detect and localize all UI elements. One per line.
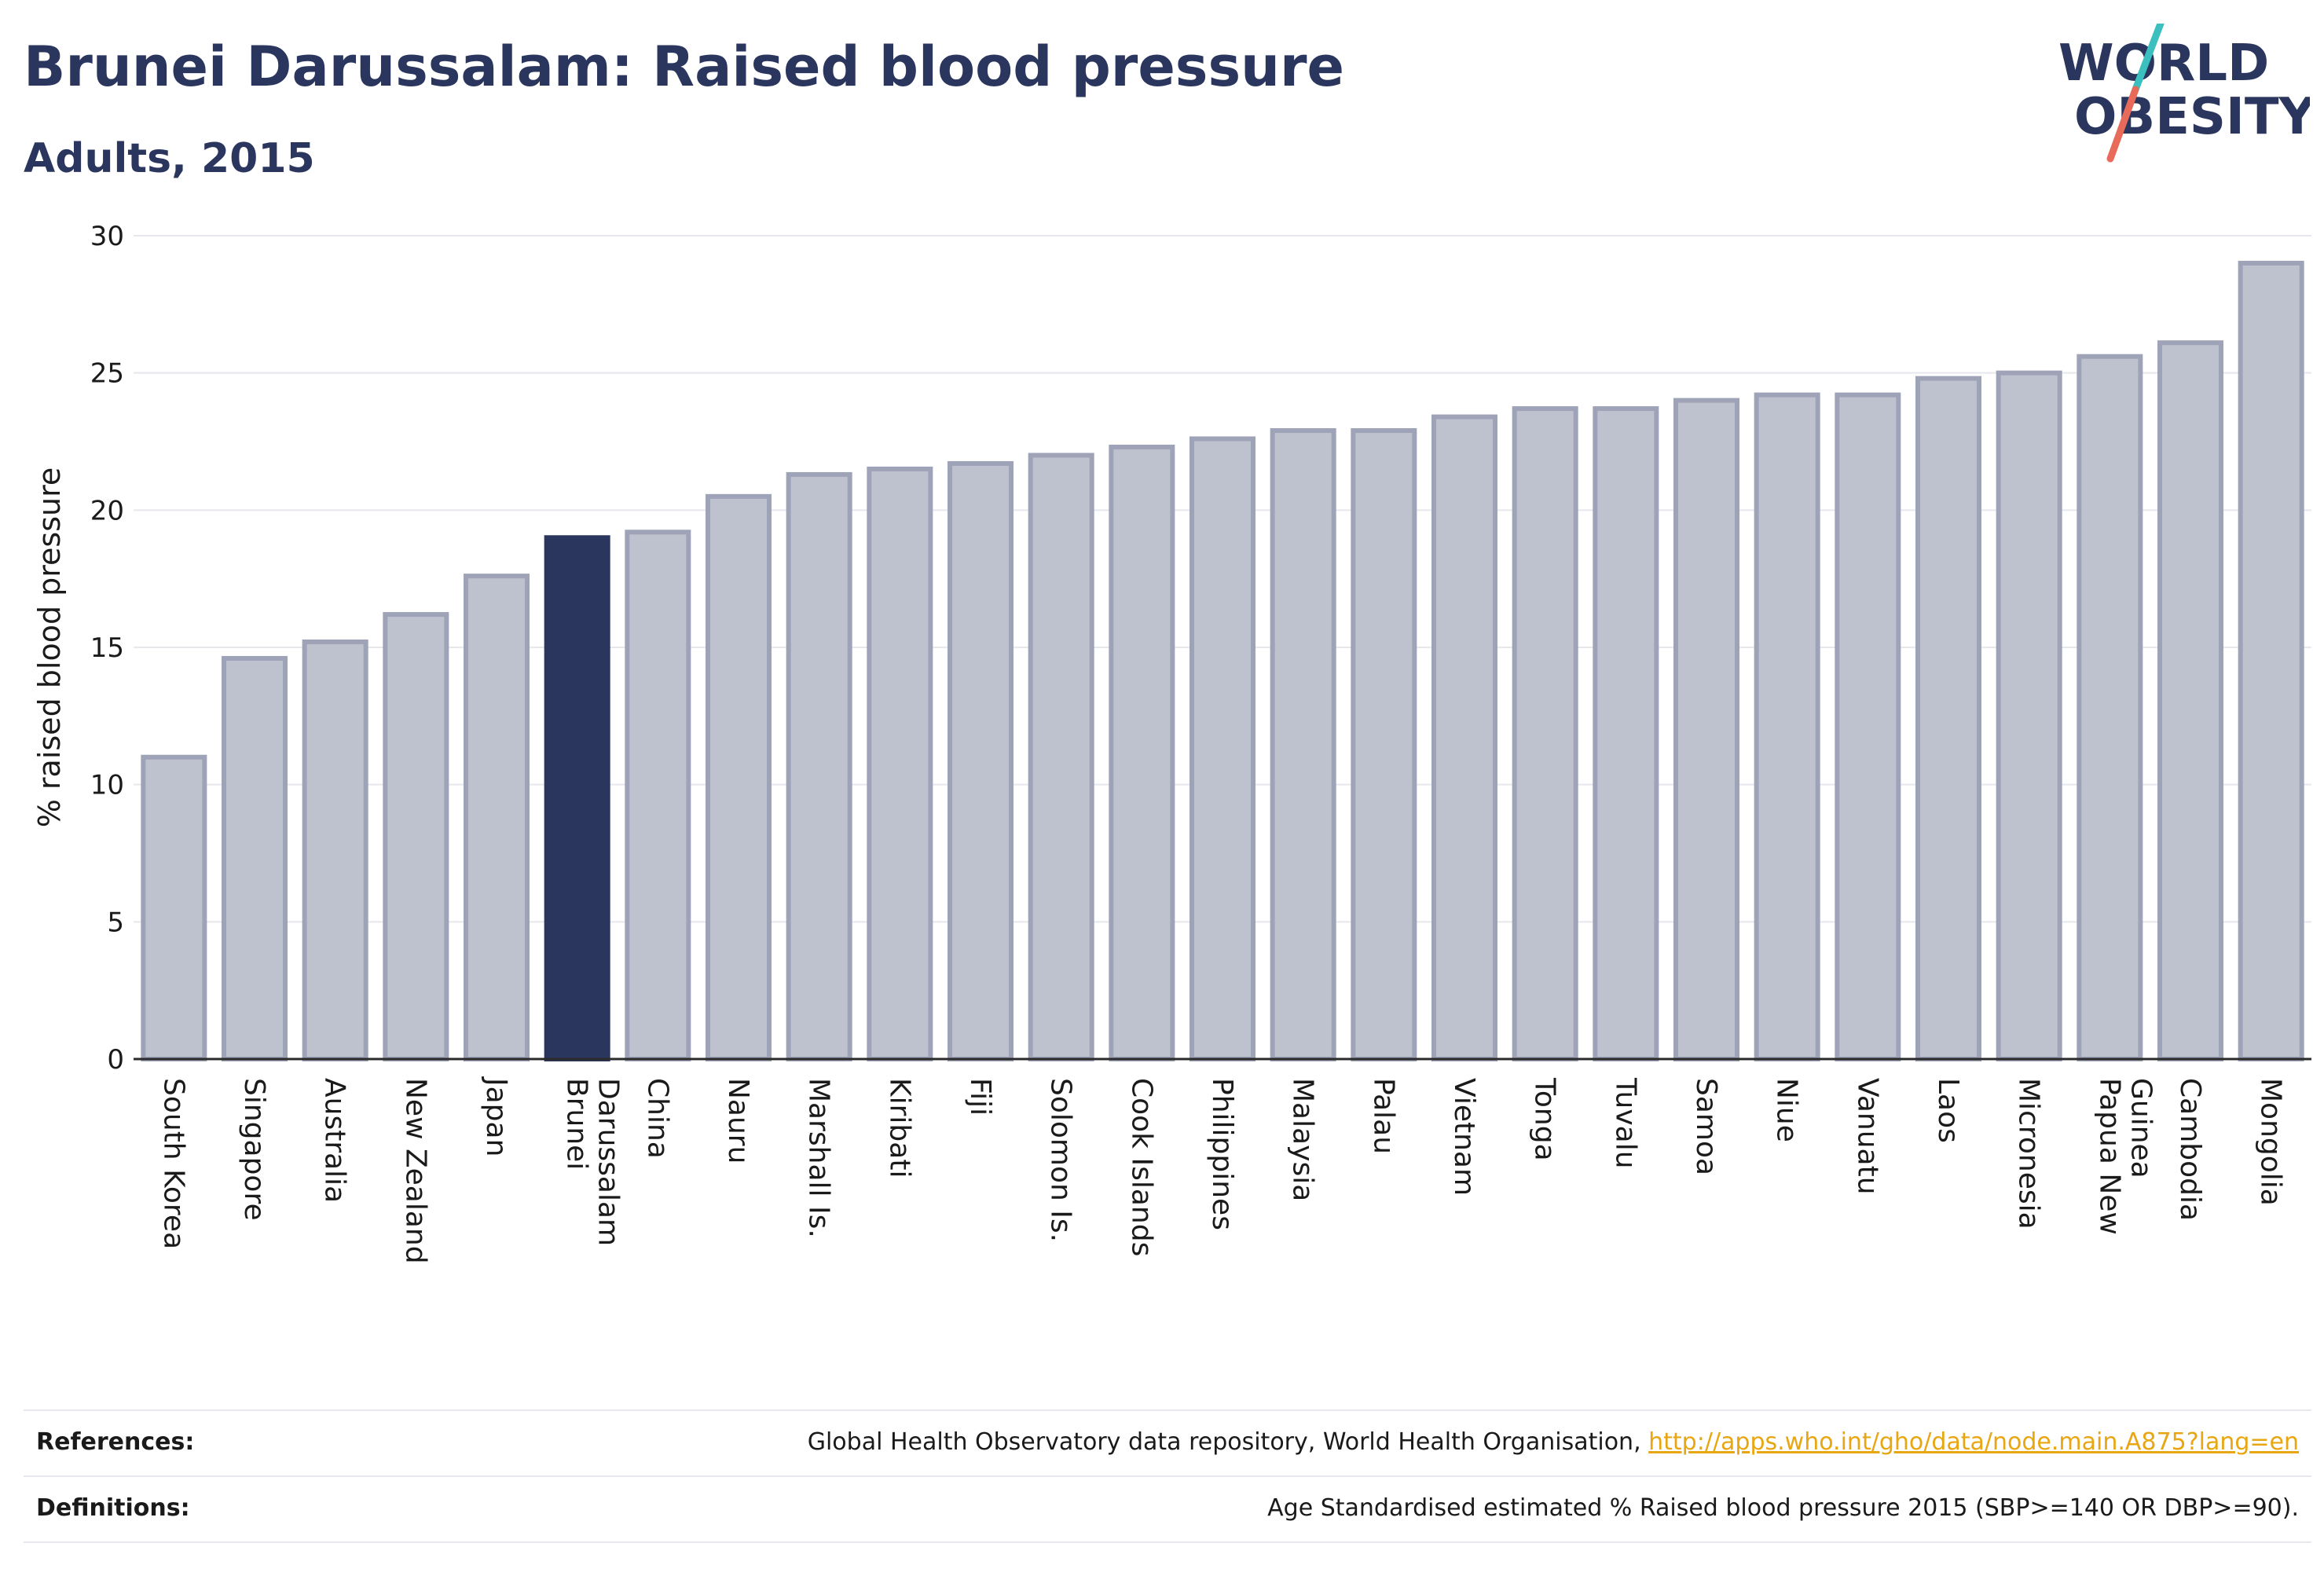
x-tick-label: Philippines (1206, 1078, 1238, 1230)
y-tick-label: 5 (107, 907, 124, 938)
bar-singapore (221, 655, 288, 1061)
x-tick-label: BruneiDarussalam (561, 1078, 625, 1246)
footer-divider-middle (24, 1475, 2311, 1477)
bar-brunei-darussalam (544, 535, 610, 1061)
x-tick-label: Vietnam (1448, 1078, 1480, 1196)
bar-japan (463, 574, 530, 1061)
y-tick-label: 15 (90, 632, 124, 664)
bar-cook-islands (1109, 444, 1175, 1061)
bar-kiribati (867, 466, 933, 1061)
y-tick-label: 30 (90, 221, 124, 252)
bar-mongolia (2238, 260, 2304, 1061)
bar-vietnam (1431, 414, 1498, 1061)
chart-subtitle: Adults, 2015 (24, 135, 315, 182)
references-text: Global Health Observatory data repositor… (808, 1428, 2299, 1456)
bar-new-zealand (383, 612, 449, 1061)
x-tick-label: South Korea (157, 1078, 189, 1249)
bar-australia (302, 640, 368, 1061)
logo-slash-top (2132, 24, 2165, 93)
logo-slash-bottom (2106, 86, 2139, 163)
bar-solomon-is (1028, 453, 1094, 1061)
bar-laos (1915, 376, 1982, 1061)
bar-samoa (1673, 398, 1740, 1062)
bar-papua-new-guinea (2077, 354, 2143, 1061)
y-axis-label: % raised blood pressure (32, 467, 67, 828)
x-tick-label: Fiji (964, 1078, 996, 1116)
x-tick-label: Palau (1367, 1078, 1399, 1154)
bar-palau (1351, 428, 1417, 1061)
definitions-label: Definitions: (36, 1494, 190, 1522)
chart-title: Brunei Darussalam: Raised blood pressure (24, 35, 1344, 99)
x-tick-label: Vanuatu (1851, 1078, 1883, 1195)
bar-niue (1754, 392, 1820, 1061)
references-label: References: (36, 1428, 195, 1456)
x-tick-label: Marshall Is. (803, 1078, 835, 1238)
references-row: References: Global Health Observatory da… (24, 1411, 2311, 1475)
references-source: Global Health Observatory data repositor… (807, 1428, 1649, 1456)
x-tick-label: Solomon Is. (1045, 1078, 1077, 1242)
bar-malaysia (1270, 428, 1336, 1061)
bar-fiji (947, 460, 1014, 1061)
x-tick-label: Tonga (1529, 1077, 1561, 1161)
world-obesity-logo: WORLD OBESITY (2058, 24, 2310, 163)
x-tick-label: Cook Islands (1125, 1078, 1157, 1256)
bar-micronesia (1996, 370, 2062, 1061)
footer-divider-bottom (24, 1541, 2311, 1543)
bar-chart: 0 5 10 15 20 25 30 % raised blood pressure South… (32, 221, 2311, 1264)
x-tick-label: Cambodia (2174, 1078, 2206, 1221)
x-tick-label: Nauru (722, 1078, 754, 1164)
x-tick-label: New Zealand (399, 1078, 431, 1264)
definitions-text: Age Standardised estimated % Raised bloo… (1267, 1494, 2299, 1522)
bar-china (625, 530, 691, 1061)
definitions-row: Definitions: Age Standardised estimated … (24, 1477, 2311, 1541)
x-tick-label: Australia (319, 1078, 351, 1203)
x-tick-label: Niue (1771, 1078, 1803, 1142)
x-tick-label: Tuvalu (1609, 1077, 1641, 1169)
bar-marshall-is (786, 471, 852, 1061)
x-tick-label: Malaysia (1287, 1078, 1319, 1201)
bar-vanuatu (1835, 392, 1901, 1061)
bar-south-korea (141, 754, 207, 1061)
logo-line2: OBESITY (2074, 88, 2310, 146)
x-tick-label: Mongolia (2255, 1078, 2287, 1206)
bar-tuvalu (1593, 406, 1659, 1061)
x-tick-label: Laos (1932, 1078, 1964, 1143)
x-tick-label: Papua NewGuinea (2093, 1078, 2157, 1235)
y-tick-label: 0 (107, 1044, 124, 1076)
footer-divider-top (24, 1409, 2311, 1411)
x-tick-label: Singapore (238, 1078, 270, 1221)
y-tick-label: 20 (90, 495, 124, 526)
x-tick-label: Samoa (1690, 1078, 1722, 1175)
logo-line1: WORLD (2058, 35, 2269, 93)
bar-tonga (1512, 406, 1578, 1061)
x-tick-label: Japan (480, 1076, 512, 1156)
x-tick-label: Micronesia (2013, 1078, 2045, 1230)
bar-nauru (705, 493, 772, 1061)
y-tick-label: 10 (90, 770, 124, 801)
references-link[interactable]: http://apps.who.int/gho/data/node.main.A… (1648, 1428, 2299, 1456)
x-tick-label: China (641, 1078, 673, 1159)
y-tick-label: 25 (90, 358, 124, 390)
bar-philippines (1189, 436, 1256, 1061)
bar-cambodia (2157, 340, 2224, 1061)
x-tick-label: Kiribati (883, 1078, 915, 1178)
